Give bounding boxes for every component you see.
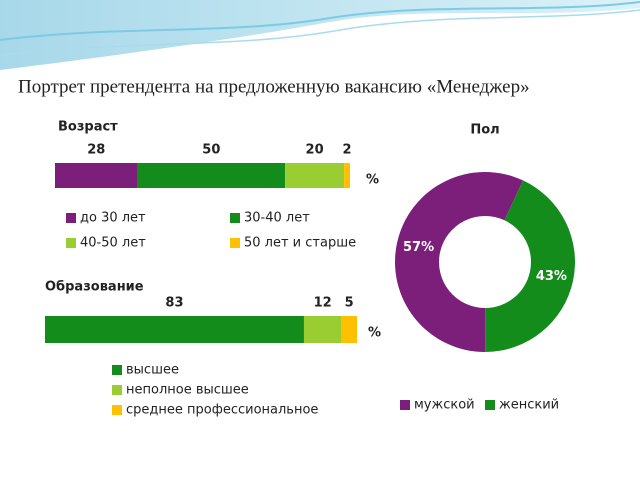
legend-swatch [230, 238, 240, 248]
bar-segment [303, 316, 342, 343]
legend-label: неполное высшее [126, 383, 249, 398]
legend-label: женский [499, 398, 559, 413]
legend-swatch [112, 405, 122, 415]
bar-segment [55, 163, 138, 188]
chart-title: Образование [45, 280, 144, 295]
legend-swatch [400, 400, 410, 410]
unit-label: % [368, 326, 381, 341]
legend-label: 40-50 лет [80, 236, 146, 251]
bar-segment [341, 316, 357, 343]
data-label: 83 [165, 296, 183, 311]
legend-label: 50 лет и старше [244, 236, 356, 251]
data-label: 43% [536, 269, 567, 284]
data-label: 5 [345, 296, 354, 311]
data-label: 20 [306, 143, 324, 158]
legend-label: высшее [126, 363, 179, 378]
legend-swatch [112, 365, 122, 375]
legend-swatch [66, 213, 76, 223]
donut-slice [395, 171, 524, 352]
data-label: 12 [314, 296, 332, 311]
bar-segment [344, 163, 350, 188]
legend-swatch [485, 400, 495, 410]
chart-title: Пол [470, 123, 499, 138]
legend-label: до 30 лет [80, 211, 146, 226]
donut-slice [485, 180, 576, 352]
bar-segment [137, 163, 286, 188]
chart-title: Возраст [58, 120, 118, 135]
legend-swatch [66, 238, 76, 248]
data-label: 2 [343, 143, 352, 158]
bar-segment [285, 163, 345, 188]
unit-label: % [366, 173, 379, 188]
data-label: 50 [202, 143, 220, 158]
bar-segment [45, 316, 304, 343]
legend-label: мужской [414, 398, 475, 413]
legend-swatch [112, 385, 122, 395]
legend-label: среднее профессиональное [126, 403, 318, 418]
data-label: 57% [403, 240, 434, 255]
legend-swatch [230, 213, 240, 223]
header-decoration [0, 0, 640, 70]
legend-label: 30-40 лет [244, 211, 310, 226]
data-label: 28 [87, 143, 105, 158]
slide-title: Портрет претендента на предложенную вака… [18, 76, 530, 97]
